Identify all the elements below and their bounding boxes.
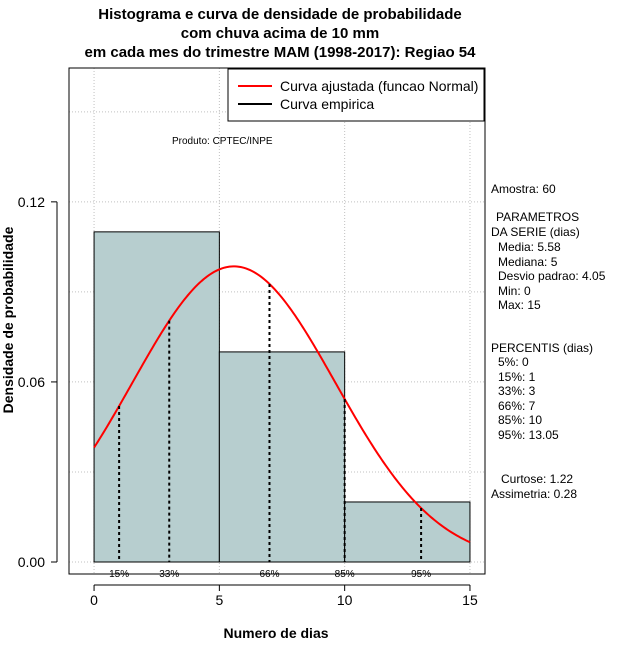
kurtosis: Curtose: 1.22: [501, 472, 574, 486]
legend-box: [227, 68, 485, 122]
product-annotation: Produto: CPTEC/INPE: [172, 136, 273, 147]
x-tick-label-2: 10: [337, 592, 353, 608]
normal-density-curve: [93, 265, 471, 544]
x-tick-label-1: 5: [215, 592, 223, 608]
percentil-85: 85%: 10: [498, 413, 543, 427]
plot-area-border: [68, 67, 486, 575]
histogram-bars: [93, 231, 471, 563]
y-axis-label: Densidade de probabilidade: [0, 226, 16, 413]
chart-title-line-1: Histograma e curva de densidade de proba…: [98, 6, 462, 23]
param-min: Min: 0: [498, 284, 531, 298]
y-tick-label-1: 0.06: [18, 374, 45, 390]
x-axis: 0 5 10 15: [90, 584, 478, 608]
percentil-66: 66%: 7: [498, 399, 536, 413]
percentis-title: PERCENTIS (dias): [491, 341, 594, 355]
legend-label-empirical: Curva empirica: [280, 96, 374, 112]
y-axis: 0.00 0.06 0.12: [18, 194, 58, 570]
x-tick-label-3: 15: [462, 592, 478, 608]
x-tick-label-0: 0: [90, 592, 98, 608]
legend-label-normal-fit: Curva ajustada (funcao Normal): [280, 78, 478, 94]
sample-size: Amostra: 60: [491, 182, 556, 196]
chart-title-line-2: com chuva acima de 10 mm: [180, 25, 380, 42]
percentil-95: 95%: 13.05: [498, 428, 559, 442]
percentil-33: 33%: 3: [498, 384, 536, 398]
params-subtitle: DA SERIE (dias): [491, 225, 580, 239]
percentil-15: 15%: 1: [498, 370, 536, 384]
chart-title-line-3: em cada mes do trimestre MAM (1998-2017)…: [84, 44, 476, 61]
y-tick-label-2: 0.12: [18, 194, 45, 210]
param-mean: Media: 5.58: [498, 240, 561, 254]
param-median: Mediana: 5: [498, 255, 558, 269]
histogram-bar-2: [344, 501, 471, 563]
density-curve-layer: [93, 265, 471, 544]
params-title: PARAMETROS: [496, 210, 580, 224]
percentil-5: 5%: 0: [498, 355, 529, 369]
x-axis-label: Numero de dias: [223, 625, 328, 641]
legend: Curva ajustada (funcao Normal) Curva emp…: [227, 68, 485, 122]
param-sd: Desvio padrao: 4.05: [498, 269, 606, 283]
histogram-bar-0: [93, 231, 220, 563]
y-tick-label-0: 0.00: [18, 554, 45, 570]
histogram-bar-1: [218, 351, 346, 563]
param-max: Max: 15: [498, 298, 541, 312]
skewness: Assimetria: 0.28: [491, 487, 578, 501]
